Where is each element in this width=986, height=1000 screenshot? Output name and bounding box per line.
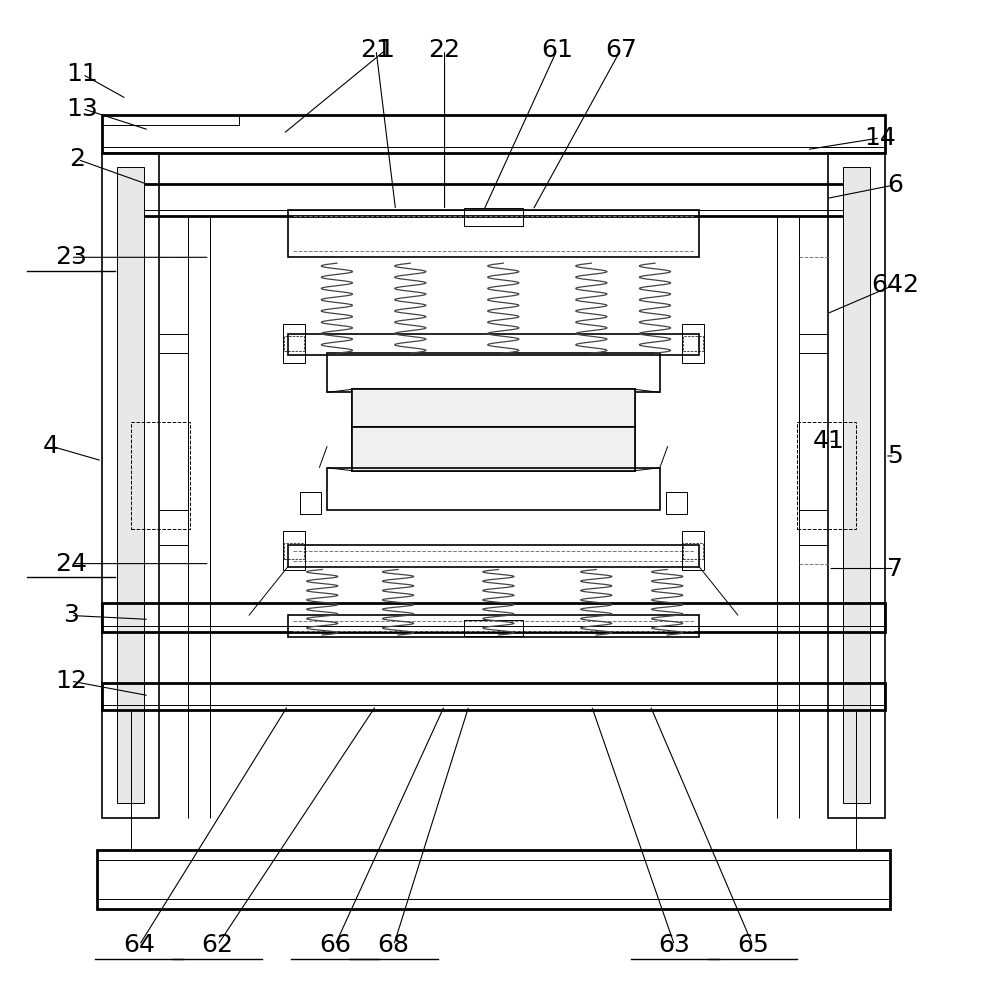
Text: 7: 7	[885, 557, 902, 581]
Bar	[681, 324, 703, 363]
Bar	[351, 389, 635, 427]
Text: 65: 65	[737, 933, 768, 957]
Bar	[326, 468, 660, 510]
Text: 41: 41	[811, 429, 843, 453]
Text: 22: 22	[428, 38, 460, 62]
Bar	[682, 336, 702, 351]
Bar	[102, 153, 159, 818]
Text: 2: 2	[69, 147, 86, 171]
Text: 4: 4	[43, 434, 59, 458]
Bar	[288, 545, 698, 567]
Text: 12: 12	[55, 669, 87, 693]
Bar	[463, 620, 523, 636]
Bar	[126, 184, 860, 216]
Bar	[102, 603, 884, 632]
Text: 68: 68	[378, 933, 409, 957]
Bar	[284, 543, 304, 559]
Bar	[463, 208, 523, 226]
Text: 6: 6	[885, 173, 902, 197]
Text: 21: 21	[360, 38, 391, 62]
Bar	[682, 543, 702, 559]
Text: 62: 62	[201, 933, 234, 957]
Bar	[283, 324, 305, 363]
Text: 66: 66	[318, 933, 351, 957]
Text: 67: 67	[604, 38, 636, 62]
Bar	[842, 167, 870, 803]
Text: 24: 24	[54, 552, 87, 576]
Text: 13: 13	[66, 97, 99, 121]
Text: 14: 14	[864, 126, 895, 150]
Text: 11: 11	[66, 62, 99, 86]
Text: 61: 61	[540, 38, 573, 62]
Text: 64: 64	[123, 933, 155, 957]
Bar	[351, 389, 635, 427]
Bar	[351, 427, 635, 471]
Text: 23: 23	[55, 245, 87, 269]
Bar	[288, 334, 698, 355]
Bar	[102, 115, 239, 125]
Bar	[102, 115, 884, 153]
Text: 1: 1	[378, 38, 393, 62]
Bar	[288, 615, 698, 637]
Bar	[102, 683, 884, 710]
Bar	[284, 336, 304, 351]
Bar	[666, 492, 686, 514]
Text: 3: 3	[63, 603, 79, 627]
Bar	[351, 427, 635, 471]
Bar	[300, 492, 320, 514]
Bar	[326, 353, 660, 392]
Bar	[283, 531, 305, 570]
Bar	[116, 167, 144, 803]
Bar	[131, 422, 190, 529]
Bar	[97, 850, 889, 909]
Bar	[796, 422, 855, 529]
Text: 63: 63	[658, 933, 690, 957]
Text: 642: 642	[870, 273, 918, 297]
Bar	[827, 153, 884, 818]
Bar	[288, 210, 698, 257]
Bar	[681, 531, 703, 570]
Text: 5: 5	[886, 444, 902, 468]
